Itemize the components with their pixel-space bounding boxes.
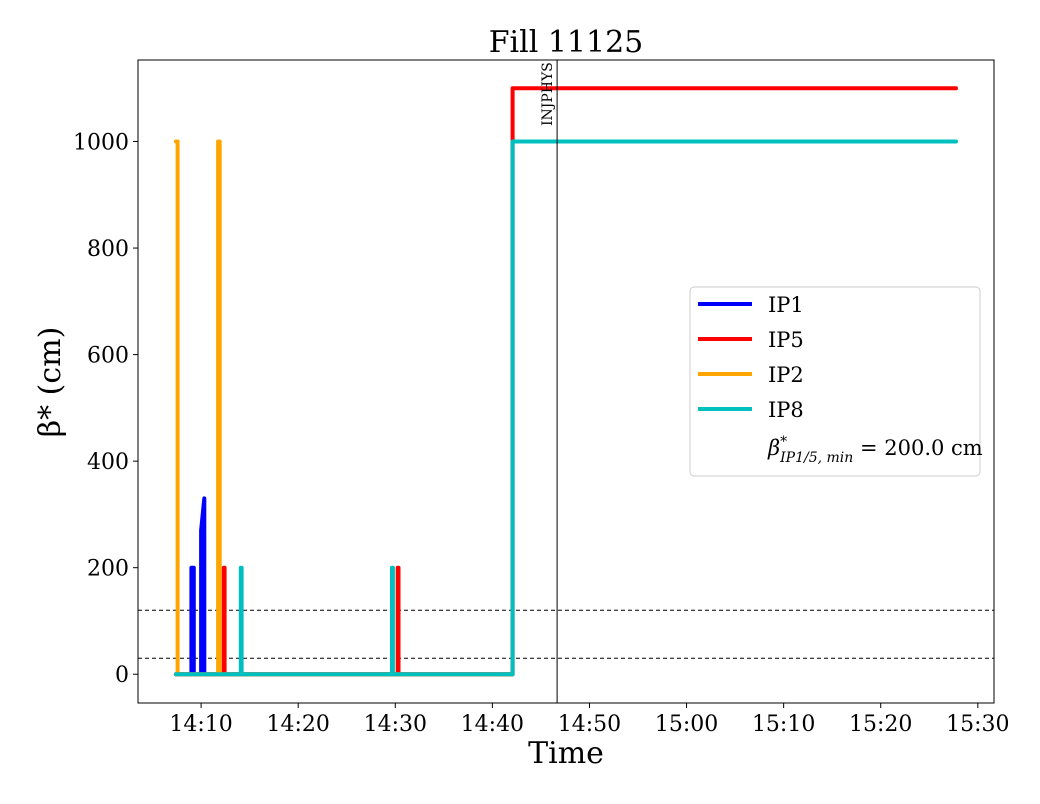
y-tick-label: 800 xyxy=(87,237,129,262)
x-tick-label: 14:10 xyxy=(169,712,232,737)
series-ip2 xyxy=(173,139,515,677)
legend-label-ip2: IP2 xyxy=(768,363,804,387)
x-axis-label: Time xyxy=(528,736,604,771)
series-ip8 xyxy=(173,139,958,677)
axes-frame xyxy=(137,59,995,704)
vline-label: INJPHYS xyxy=(540,62,556,126)
y-tick-label: 0 xyxy=(115,663,129,688)
x-tick-label: 14:30 xyxy=(364,712,427,737)
y-axis-label: β* (cm) xyxy=(33,327,68,438)
x-tick-label: 15:20 xyxy=(849,712,912,737)
legend-label-beta-min: β* IP1/5, min = 200.0 cm xyxy=(767,434,983,466)
chart-title: Fill 11125 xyxy=(489,25,644,60)
x-tick-label: 14:50 xyxy=(558,712,621,737)
y-tick-label: 600 xyxy=(87,344,129,369)
ticks: 14:10 14:20 14:30 14:40 14:50 15:00 15:10 15:20… xyxy=(73,131,1010,737)
legend-label-ip1: IP1 xyxy=(768,293,804,317)
x-tick-label: 15:00 xyxy=(655,712,718,737)
y-tick-label: 400 xyxy=(87,450,129,475)
x-tick-label: 15:10 xyxy=(752,712,815,737)
legend-label-ip8: IP8 xyxy=(768,398,804,422)
x-tick-label: 15:30 xyxy=(946,712,1009,737)
legend-box xyxy=(689,286,981,477)
y-tick-label: 1000 xyxy=(73,131,129,156)
plot-area: INJPHYS xyxy=(138,60,994,703)
x-tick-label: 14:40 xyxy=(461,712,524,737)
x-tick-label: 14:20 xyxy=(266,712,329,737)
legend-label-ip5: IP5 xyxy=(768,328,804,352)
legend: IP1 IP5 IP2 IP8 β* IP1/5, min = 200.0 cm xyxy=(689,286,983,477)
y-tick-label: 200 xyxy=(87,557,129,582)
